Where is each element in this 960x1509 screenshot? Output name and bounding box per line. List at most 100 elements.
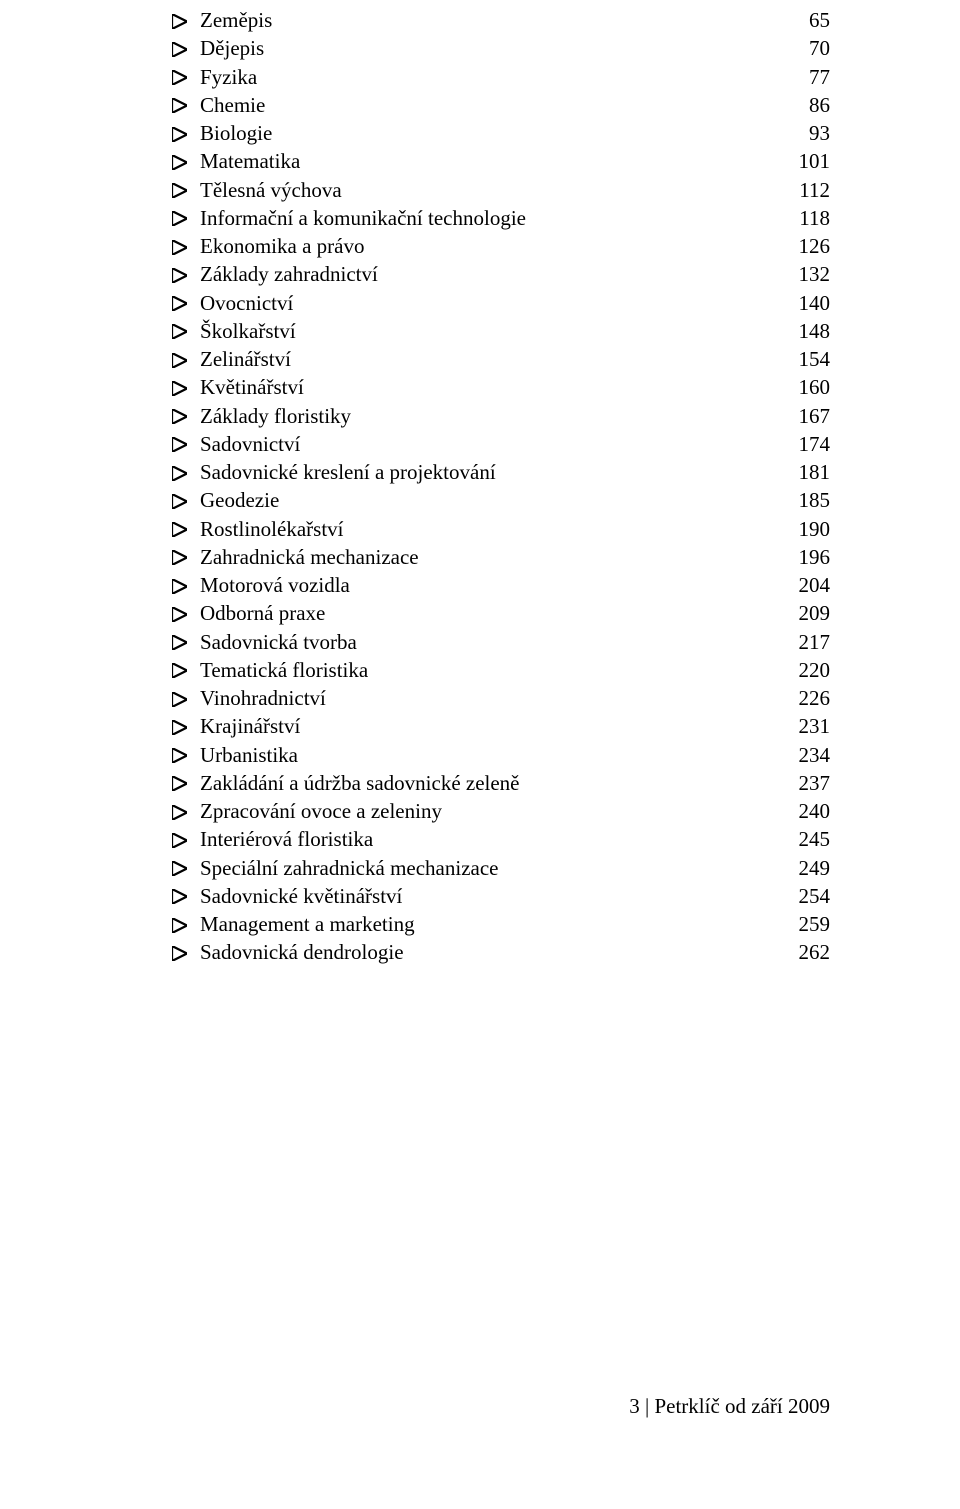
toc-row: Geodezie185	[170, 486, 830, 514]
toc-label: Sadovnická dendrologie	[200, 939, 790, 965]
toc-label: Speciální zahradnická mechanizace	[200, 855, 790, 881]
bullet-arrow-icon	[170, 290, 200, 316]
toc-page-number: 132	[790, 261, 830, 287]
toc-label: Management a marketing	[200, 911, 790, 937]
toc-page-number: 209	[790, 600, 830, 626]
toc-page-number: 148	[790, 318, 830, 344]
toc-page-number: 154	[790, 346, 830, 372]
bullet-arrow-icon	[170, 572, 200, 598]
toc-page-number: 167	[790, 403, 830, 429]
toc-page-number: 234	[790, 742, 830, 768]
bullet-arrow-icon	[170, 7, 200, 33]
toc-row: Vinohradnictví226	[170, 684, 830, 712]
toc-page-number: 190	[790, 516, 830, 542]
toc-row: Zahradnická mechanizace196	[170, 543, 830, 571]
toc-page-number: 259	[790, 911, 830, 937]
bullet-arrow-icon	[170, 431, 200, 457]
toc-page-number: 126	[790, 233, 830, 259]
toc-row: Základy floristiky167	[170, 402, 830, 430]
bullet-arrow-icon	[170, 685, 200, 711]
toc-label: Sadovnictví	[200, 431, 790, 457]
toc-label: Motorová vozidla	[200, 572, 790, 598]
toc-label: Dějepis	[200, 35, 790, 61]
toc-row: Rostlinolékařství190	[170, 515, 830, 543]
toc-page-number: 249	[790, 855, 830, 881]
toc-row: Urbanistika234	[170, 741, 830, 769]
bullet-arrow-icon	[170, 403, 200, 429]
toc-row: Květinářství160	[170, 373, 830, 401]
toc-label: Tělesná výchova	[200, 177, 790, 203]
bullet-arrow-icon	[170, 205, 200, 231]
toc-row: Základy zahradnictví132	[170, 260, 830, 288]
toc-page-number: 262	[790, 939, 830, 965]
toc-row: Fyzika77	[170, 63, 830, 91]
toc-page-number: 101	[790, 148, 830, 174]
toc-page-number: 140	[790, 290, 830, 316]
toc-row: Chemie86	[170, 91, 830, 119]
bullet-arrow-icon	[170, 35, 200, 61]
toc-row: Dějepis70	[170, 34, 830, 62]
bullet-arrow-icon	[170, 92, 200, 118]
toc-label: Ovocnictví	[200, 290, 790, 316]
toc-page-number: 220	[790, 657, 830, 683]
toc-row: Odborná praxe209	[170, 599, 830, 627]
toc-row: Management a marketing259	[170, 910, 830, 938]
toc-label: Interiérová floristika	[200, 826, 790, 852]
toc-row: Biologie93	[170, 119, 830, 147]
toc-page-number: 217	[790, 629, 830, 655]
bullet-arrow-icon	[170, 742, 200, 768]
toc-page-number: 226	[790, 685, 830, 711]
toc-row: Ekonomika a právo126	[170, 232, 830, 260]
toc-label: Sadovnické kreslení a projektování	[200, 459, 790, 485]
bullet-arrow-icon	[170, 855, 200, 881]
toc-row: Sadovnictví174	[170, 430, 830, 458]
table-of-contents: Zeměpis65Dějepis70Fyzika77Chemie86Biolog…	[170, 0, 830, 967]
toc-page-number: 231	[790, 713, 830, 739]
toc-label: Zelinářství	[200, 346, 790, 372]
toc-row: Speciální zahradnická mechanizace249	[170, 854, 830, 882]
toc-label: Zeměpis	[200, 7, 790, 33]
toc-label: Školkařství	[200, 318, 790, 344]
toc-row: Sadovnická dendrologie262	[170, 938, 830, 966]
toc-label: Fyzika	[200, 64, 790, 90]
toc-row: Tělesná výchova112	[170, 176, 830, 204]
toc-page-number: 174	[790, 431, 830, 457]
toc-label: Rostlinolékařství	[200, 516, 790, 542]
toc-label: Zahradnická mechanizace	[200, 544, 790, 570]
page-footer: 3 | Petrklíč od září 2009	[629, 1394, 830, 1419]
bullet-arrow-icon	[170, 544, 200, 570]
toc-row: Interiérová floristika245	[170, 825, 830, 853]
toc-page-number: 118	[790, 205, 830, 231]
toc-label: Základy floristiky	[200, 403, 790, 429]
bullet-arrow-icon	[170, 939, 200, 965]
toc-page-number: 112	[790, 177, 830, 203]
toc-row: Tematická floristika220	[170, 656, 830, 684]
toc-row: Sadovnická tvorba217	[170, 628, 830, 656]
toc-label: Biologie	[200, 120, 790, 146]
bullet-arrow-icon	[170, 713, 200, 739]
bullet-arrow-icon	[170, 883, 200, 909]
toc-label: Odborná praxe	[200, 600, 790, 626]
toc-page-number: 185	[790, 487, 830, 513]
toc-label: Vinohradnictví	[200, 685, 790, 711]
bullet-arrow-icon	[170, 911, 200, 937]
toc-page-number: 245	[790, 826, 830, 852]
toc-label: Sadovnické květinářství	[200, 883, 790, 909]
bullet-arrow-icon	[170, 177, 200, 203]
toc-label: Urbanistika	[200, 742, 790, 768]
toc-label: Geodezie	[200, 487, 790, 513]
toc-page-number: 181	[790, 459, 830, 485]
bullet-arrow-icon	[170, 487, 200, 513]
toc-page-number: 254	[790, 883, 830, 909]
toc-page-number: 240	[790, 798, 830, 824]
bullet-arrow-icon	[170, 233, 200, 259]
toc-row: Zpracování ovoce a zeleniny240	[170, 797, 830, 825]
toc-page-number: 93	[790, 120, 830, 146]
toc-page-number: 86	[790, 92, 830, 118]
toc-label: Ekonomika a právo	[200, 233, 790, 259]
toc-row: Informační a komunikační technologie118	[170, 204, 830, 232]
toc-label: Chemie	[200, 92, 790, 118]
bullet-arrow-icon	[170, 600, 200, 626]
bullet-arrow-icon	[170, 64, 200, 90]
bullet-arrow-icon	[170, 374, 200, 400]
